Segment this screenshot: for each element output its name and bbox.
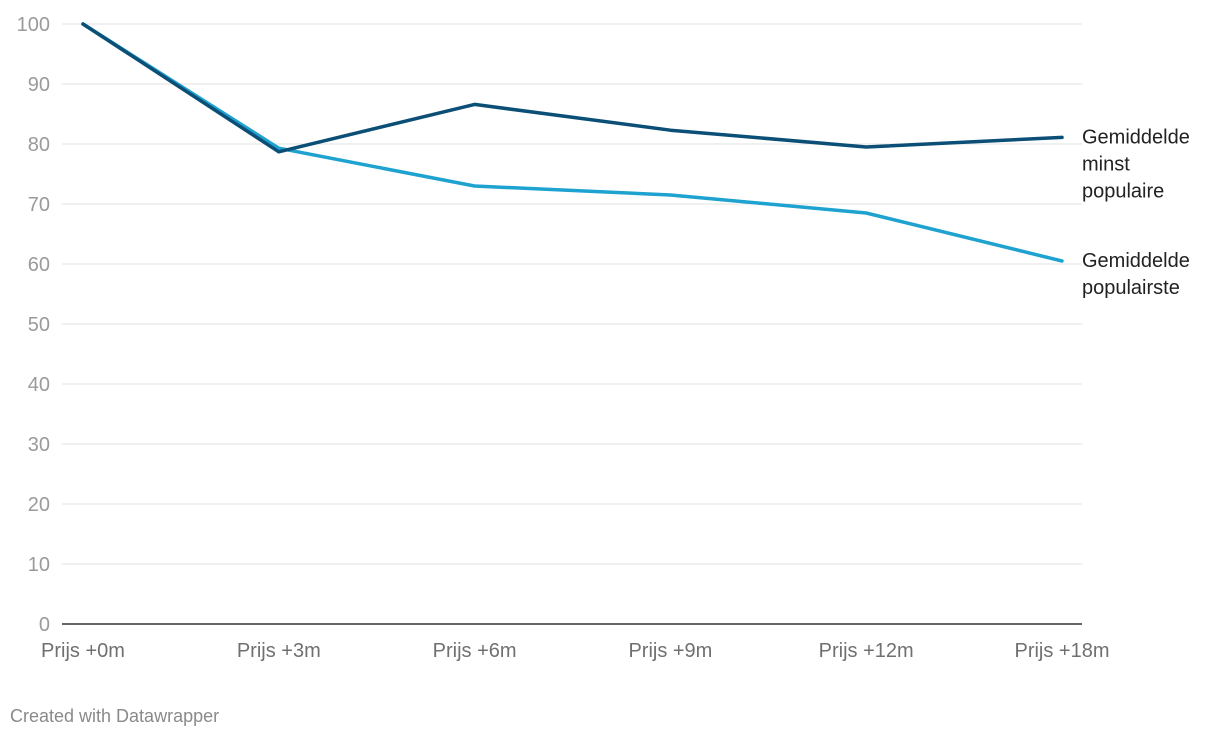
x-tick-label: Prijs +0m bbox=[41, 640, 125, 662]
series-label-line: minst bbox=[1082, 153, 1130, 175]
x-tick-label: Prijs +12m bbox=[819, 640, 914, 662]
x-tick-label: Prijs +9m bbox=[628, 640, 712, 662]
grid-lines bbox=[62, 23, 1082, 625]
y-tick-label: 0 bbox=[39, 614, 50, 636]
x-tick-label: Prijs +6m bbox=[433, 640, 517, 662]
y-tick-label: 60 bbox=[28, 254, 50, 276]
x-tick-label: Prijs +18m bbox=[1014, 640, 1109, 662]
y-tick-label: 70 bbox=[28, 194, 50, 216]
series-label-line: Gemiddelde bbox=[1082, 126, 1190, 148]
y-axis-ticks: 0 10 20 30 40 50 60 70 80 90 100 bbox=[17, 14, 50, 636]
series-line bbox=[81, 22, 1064, 263]
x-axis-ticks: Prijs +0m Prijs +3m Prijs +6m Prijs +9m Prij… bbox=[41, 640, 1109, 662]
line-chart: 0 10 20 30 40 50 60 70 80 90 100 Prijs +0m Prijs +3… bbox=[17, 14, 1190, 662]
series-lines bbox=[81, 22, 1064, 263]
y-tick-label: 30 bbox=[28, 434, 50, 456]
series-label-line: populaire bbox=[1082, 180, 1164, 202]
series-label-line: Gemiddelde bbox=[1082, 250, 1190, 272]
y-tick-label: 90 bbox=[28, 74, 50, 96]
credit-text: Created with Datawrapper bbox=[10, 706, 220, 726]
y-tick-label: 10 bbox=[28, 554, 50, 576]
series-label-line: populairste bbox=[1082, 277, 1180, 299]
series-label: Gemiddelde minst populaire bbox=[1082, 126, 1190, 202]
y-tick-label: 20 bbox=[28, 494, 50, 516]
y-tick-label: 40 bbox=[28, 374, 50, 396]
y-tick-label: 100 bbox=[17, 14, 50, 36]
series-labels: Gemiddelde minst populaire Gemiddelde popula… bbox=[1082, 126, 1190, 299]
y-tick-label: 50 bbox=[28, 314, 50, 336]
y-tick-label: 80 bbox=[28, 134, 50, 156]
series-line bbox=[81, 22, 1064, 154]
x-tick-label: Prijs +3m bbox=[237, 640, 321, 662]
series-label: Gemiddelde populairste bbox=[1082, 250, 1190, 299]
